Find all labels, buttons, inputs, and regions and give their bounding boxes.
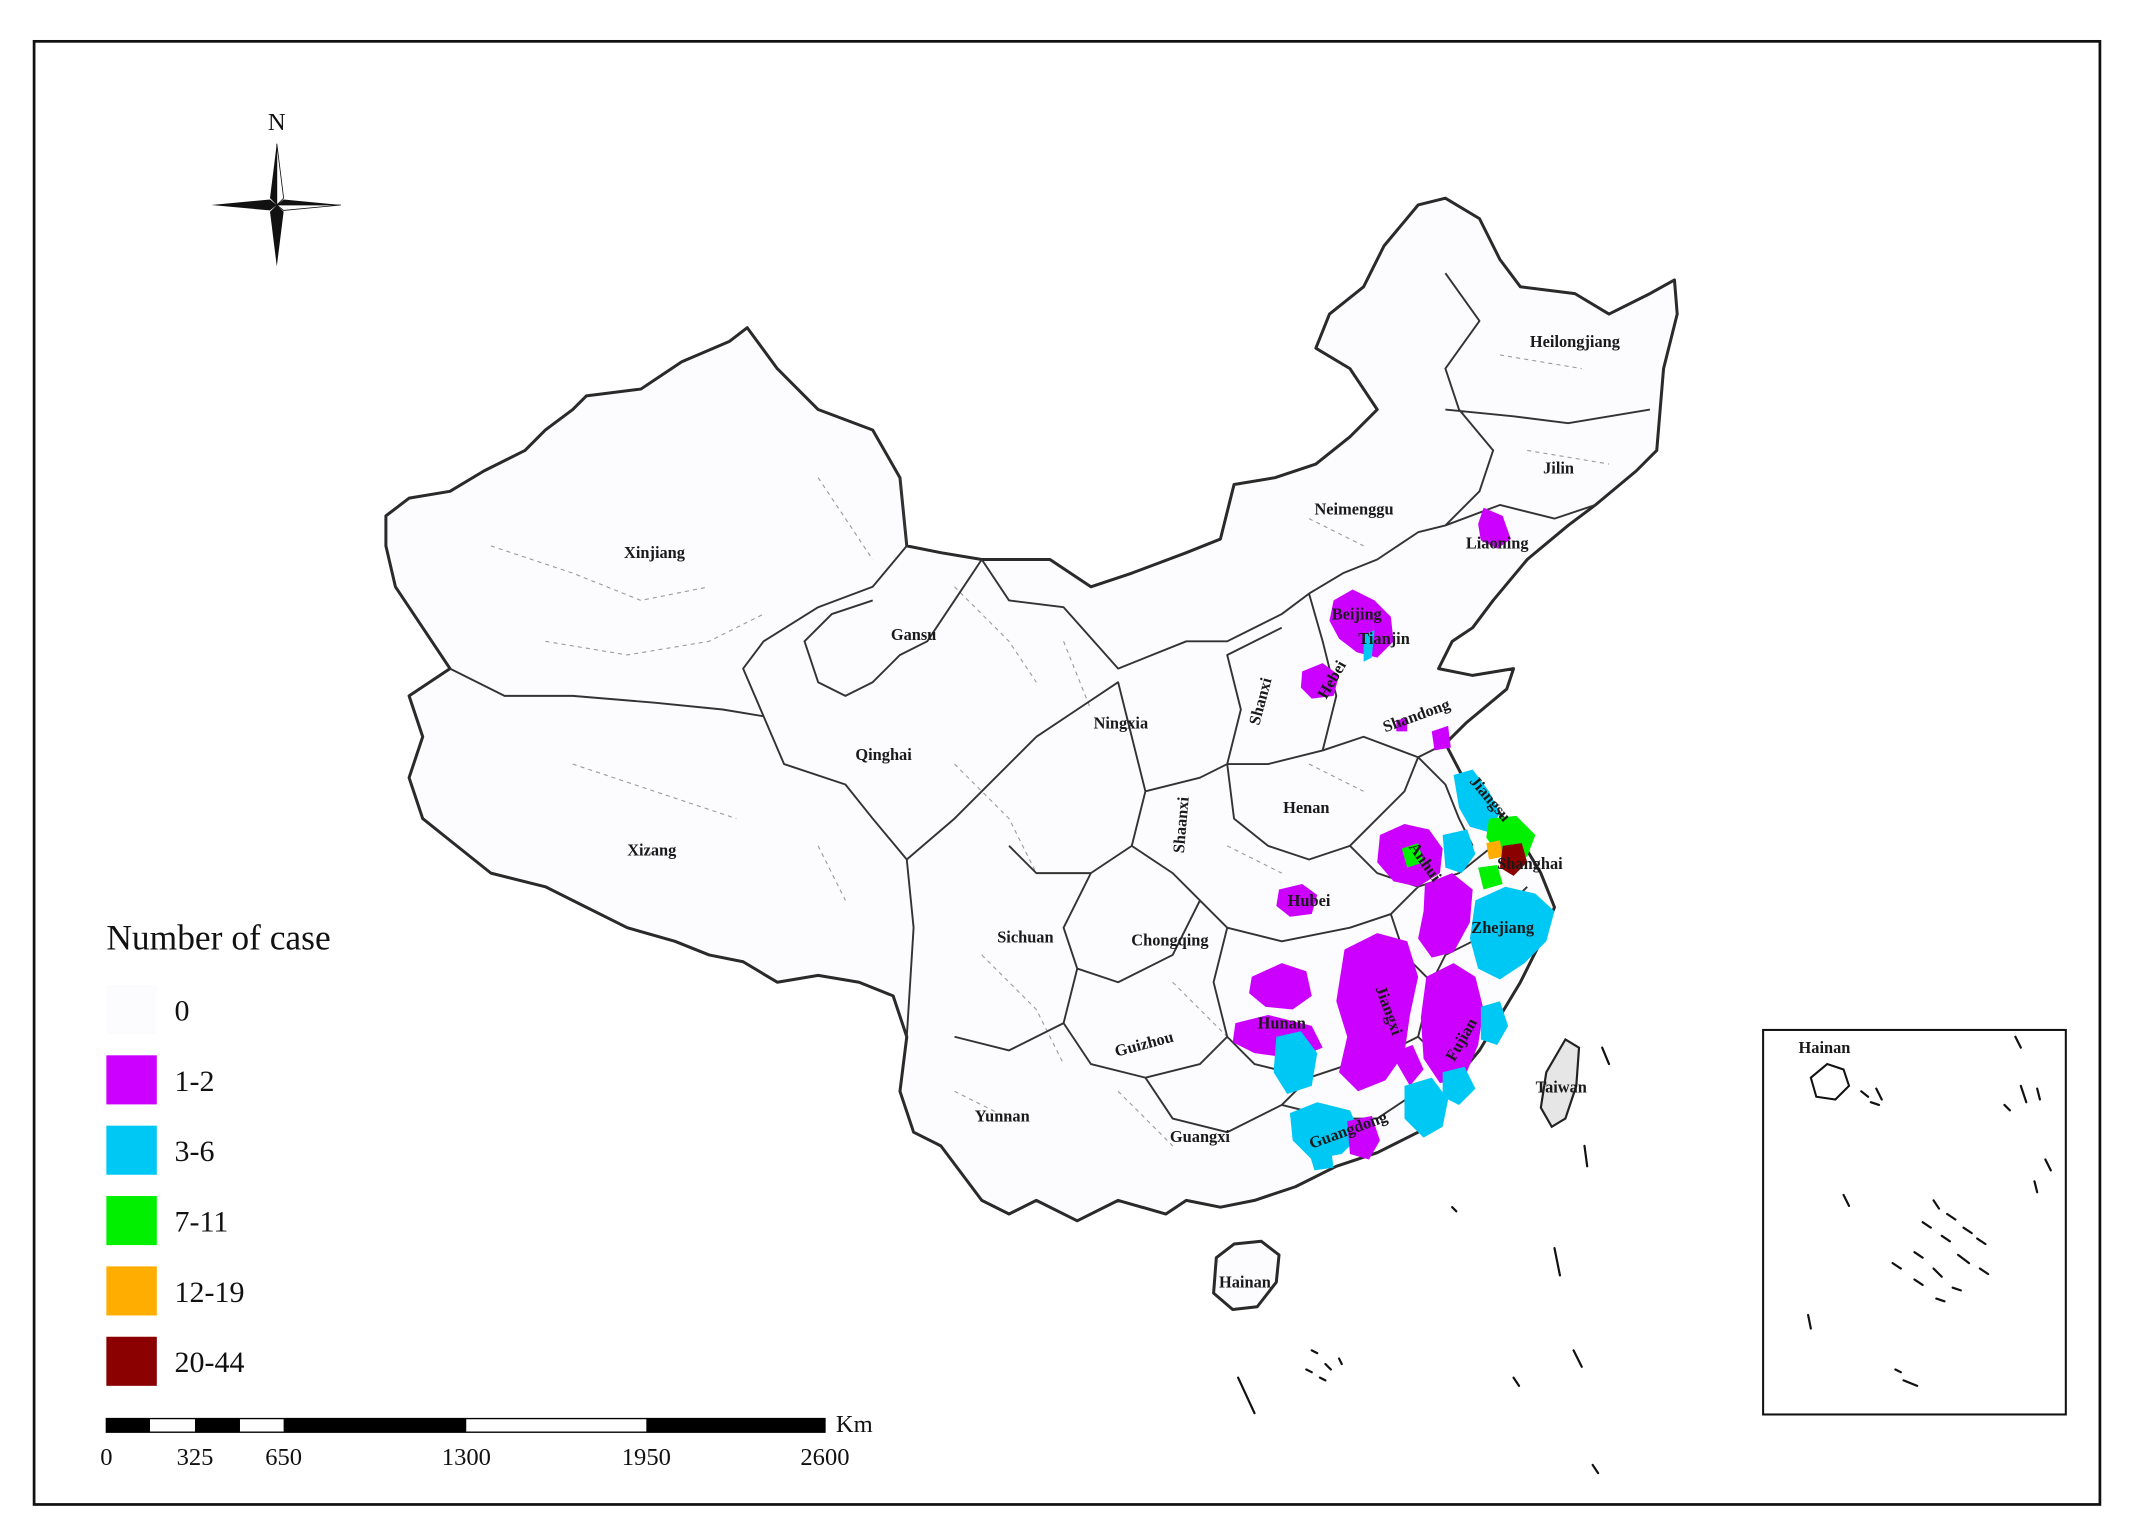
label-hubei: Hubei <box>1288 891 1331 910</box>
taiwan-island <box>1539 1037 1581 1129</box>
label-tianjin: Tianjin <box>1358 629 1410 648</box>
region-beijing-1-2 <box>1329 589 1394 658</box>
region-guangdong-east-3-6 <box>1404 1077 1449 1138</box>
region-shandong-1-2a <box>1396 717 1408 732</box>
region-anhui-7-11 <box>1401 843 1424 868</box>
legend-label-5: 20-44 <box>175 1346 245 1379</box>
region-jiangsu-3-6 <box>1453 769 1500 833</box>
legend-label-1: 1-2 <box>175 1065 215 1098</box>
label-guangxi: Guangxi <box>1170 1127 1230 1146</box>
region-jiangxi-east-1-2 <box>1390 1044 1424 1086</box>
county-boundaries <box>490 354 1610 1147</box>
label-shanghai: Shanghai <box>1497 854 1563 873</box>
region-fujian-south-3-6 <box>1442 1066 1476 1105</box>
scale-label-1950: 1950 <box>622 1444 671 1471</box>
legend-swatch-2 <box>106 1125 157 1175</box>
legend-label-4: 12-19 <box>175 1276 245 1309</box>
label-hainan: Hainan <box>1219 1273 1271 1292</box>
label-liaoning: Liaoning <box>1466 534 1530 553</box>
region-tianjin-3-6 <box>1363 630 1375 662</box>
region-guangdong-south-3-6 <box>1309 1148 1334 1171</box>
scale-label-325: 325 <box>177 1444 214 1471</box>
region-zhejiang-north-7-11 <box>1478 864 1503 890</box>
label-jilin: Jilin <box>1543 459 1574 478</box>
region-hunan-3-6 <box>1273 1031 1318 1095</box>
label-neimenggu: Neimenggu <box>1314 500 1393 519</box>
label-hunan: Hunan <box>1258 1014 1306 1033</box>
legend-swatch-3 <box>106 1196 157 1246</box>
scale-label-650: 650 <box>265 1444 302 1471</box>
label-chongqing: Chongqing <box>1131 930 1209 949</box>
region-liaoning-1-2 <box>1478 507 1511 549</box>
label-taiwan: Taiwan <box>1536 1078 1587 1097</box>
scale-bar: 0 325 650 1300 1950 2600 Km <box>100 1411 872 1471</box>
scale-label-1300: 1300 <box>442 1444 491 1471</box>
region-hunan-1-2a <box>1249 963 1312 1010</box>
legend-swatch-4 <box>106 1266 157 1316</box>
north-label: N <box>268 109 286 136</box>
label-qinghai: Qinghai <box>855 745 912 764</box>
south-sea-islands <box>1237 1046 1611 1475</box>
region-orange-12-19 <box>1486 840 1503 860</box>
legend-label-3: 7-11 <box>175 1205 229 1238</box>
case-regions <box>1232 507 1555 1171</box>
label-zhejiang: Zhejiang <box>1471 918 1535 937</box>
label-heilongjiang: Heilongjiang <box>1530 332 1621 351</box>
label-yunnan: Yunnan <box>975 1106 1030 1125</box>
region-hebei-1-2 <box>1300 663 1340 699</box>
legend-swatch-5 <box>106 1336 157 1386</box>
label-gansu: Gansu <box>891 625 936 644</box>
label-sichuan: Sichuan <box>997 928 1053 947</box>
legend-swatch-1 <box>106 1055 157 1105</box>
scale-unit: Km <box>836 1411 873 1438</box>
label-henan: Henan <box>1283 798 1329 817</box>
region-guangdong-1-2 <box>1347 1115 1380 1160</box>
north-arrow-icon <box>211 143 341 267</box>
scale-label-2600: 2600 <box>800 1444 849 1471</box>
region-shanghai-20-44 <box>1499 843 1528 876</box>
region-fujian-3-6 <box>1480 1001 1509 1045</box>
label-beijing: Beijing <box>1332 605 1383 624</box>
region-jiangxi-north-1-2 <box>1418 873 1473 958</box>
legend-title: Number of case <box>106 917 330 957</box>
label-shaanxi: Shaanxi <box>1169 796 1193 854</box>
legend: Number of case 0 1-2 3-6 7-11 12-19 20-44 <box>106 917 331 1386</box>
region-guangdong-3-6 <box>1289 1102 1361 1160</box>
region-fujian-1-2 <box>1420 963 1484 1084</box>
region-hubei-1-2 <box>1276 884 1318 917</box>
scale-label-0: 0 <box>100 1444 112 1471</box>
inset-label-hainan: Hainan <box>1799 1038 1851 1057</box>
label-xizang: Xizang <box>627 840 677 859</box>
legend-label-0: 0 <box>175 994 190 1027</box>
label-xinjiang: Xinjiang <box>624 543 686 562</box>
label-ningxia: Ningxia <box>1094 714 1149 733</box>
legend-label-2: 3-6 <box>175 1135 215 1168</box>
legend-swatch-0 <box>106 984 157 1035</box>
south-sea-inset: Hainan <box>1762 1028 2067 1416</box>
region-zhejiang-3-6 <box>1469 886 1555 980</box>
region-shandong-1-2b <box>1431 725 1451 751</box>
region-jiangsu-south-3-6 <box>1442 829 1476 874</box>
hainan-island <box>1212 1239 1281 1311</box>
